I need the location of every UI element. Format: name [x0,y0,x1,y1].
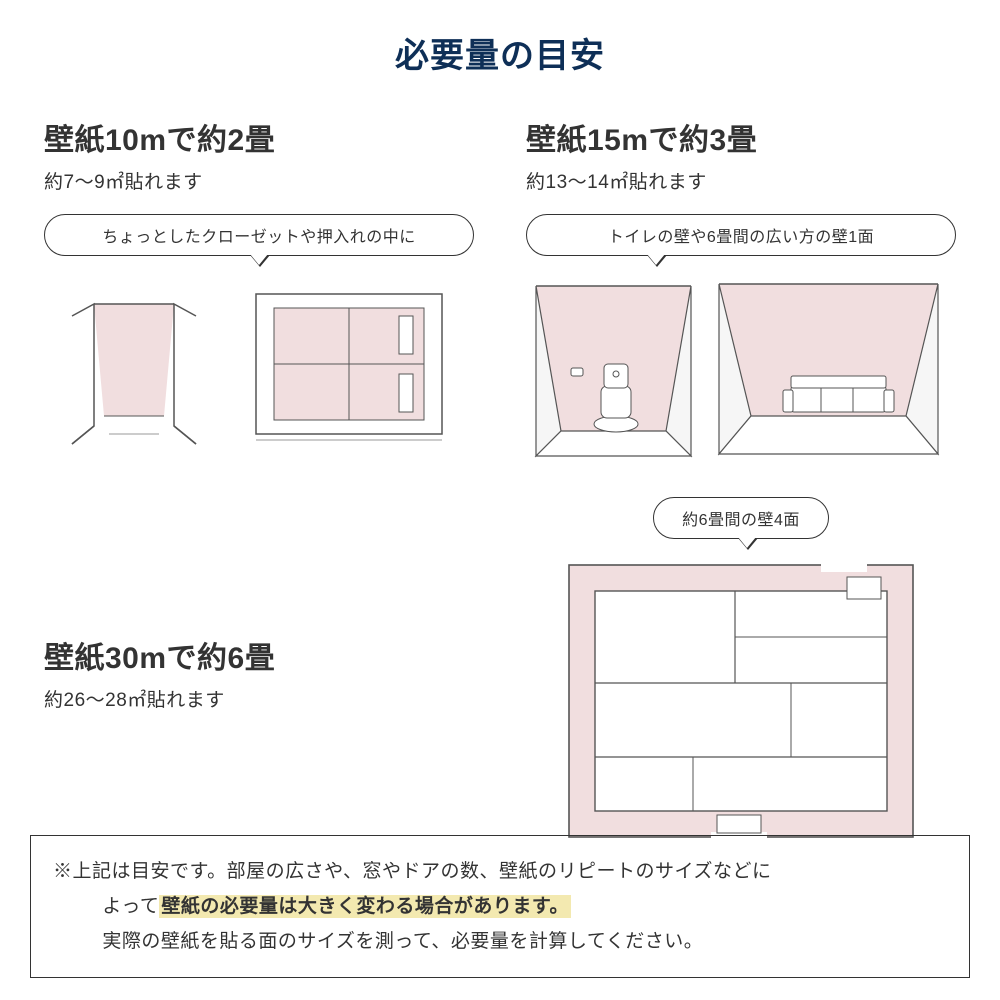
block-10m-bubble-row: ちょっとしたクローゼットや押入れの中に [44,214,474,256]
block-6jo: 約6畳間の壁4面 [526,497,956,847]
content-grid: 壁紙10mで約2畳 約7〜9㎡貼れます ちょっとしたクローゼットや押入れの中に [32,115,968,847]
note-line3: 実際の壁紙を貼る面のサイズを測って、必要量を計算してください。 [53,931,703,952]
block-10m-sub: 約7〜9㎡貼れます [44,167,474,194]
block-10m-title: 壁紙10mで約2畳 [44,115,474,159]
block-15m-illus-row [526,276,956,461]
living-room-icon [711,276,946,461]
block-10m: 壁紙10mで約2畳 約7〜9㎡貼れます ちょっとしたクローゼットや押入れの中に [44,115,474,461]
block-6jo-bubble: 約6畳間の壁4面 [653,497,829,539]
note-line2-prefix: よって [53,896,159,917]
block-15m-title: 壁紙15mで約3畳 [526,115,956,159]
floorplan-6jo-icon [561,557,921,847]
block-15m-bubble: トイレの壁や6畳間の広い方の壁1面 [526,214,956,256]
note-line2-highlight: 壁紙の必要量は大きく変わる場合があります。 [159,895,571,918]
block-6jo-bubble-row: 約6畳間の壁4面 [526,497,956,539]
block-10m-illus-row [44,276,474,456]
oshiire-icon [244,276,454,456]
block-10m-bubble: ちょっとしたクローゼットや押入れの中に [44,214,474,256]
closet-icon [44,276,224,456]
block-6jo-illus [526,557,956,847]
block-15m: 壁紙15mで約3畳 約13〜14㎡貼れます トイレの壁や6畳間の広い方の壁1面 [526,115,956,461]
page-root: 必要量の目安 壁紙10mで約2畳 約7〜9㎡貼れます ちょっとしたクローゼットや… [0,0,1000,1000]
block-30m-title: 壁紙30mで約6畳 [44,633,474,677]
block-15m-bubble-row: トイレの壁や6畳間の広い方の壁1面 [526,214,956,256]
block-30m: 壁紙30mで約6畳 約26〜28㎡貼れます [44,633,474,712]
page-title: 必要量の目安 [32,28,968,77]
note-line1: ※上記は目安です。部屋の広さや、窓やドアの数、壁紙のリピートのサイズなどに [53,861,771,882]
block-15m-sub: 約13〜14㎡貼れます [526,167,956,194]
toilet-room-icon [526,276,701,461]
note-box: ※上記は目安です。部屋の広さや、窓やドアの数、壁紙のリピートのサイズなどに よっ… [30,835,970,978]
block-30m-sub: 約26〜28㎡貼れます [44,685,474,712]
